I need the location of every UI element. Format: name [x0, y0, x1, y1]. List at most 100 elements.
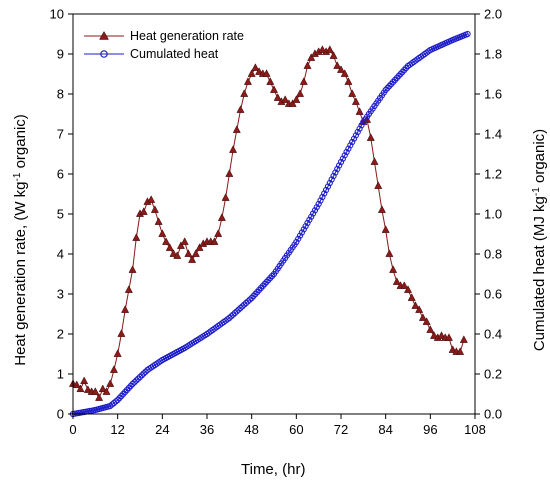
y-right-tick-label: 2.0 [484, 7, 502, 22]
cumulated-heat-point [242, 299, 250, 307]
legend-heat-rate-triangle-icon [99, 30, 109, 40]
cumulated-heat-point [108, 401, 116, 408]
heat-rate-point [381, 225, 390, 233]
heat-rate-point [147, 195, 156, 203]
cumulated-heat-point [140, 370, 147, 377]
heat-rate-point [247, 69, 256, 77]
cumulated-heat-point [384, 84, 391, 92]
y-left-tick-label: 4 [57, 247, 64, 262]
cumulated-heat-point [391, 76, 399, 84]
cumulated-heat-point [311, 207, 319, 214]
heat-rate-point [269, 85, 279, 93]
cumulated-heat-point [350, 135, 358, 142]
y-right-tick-label: 0.6 [484, 287, 502, 302]
cumulated-heat-point [330, 172, 337, 180]
heat-rate-point [191, 249, 200, 257]
heat-rate-point [251, 63, 260, 71]
cumulated-heat-point [129, 380, 136, 388]
cumulated-heat-point [263, 278, 270, 286]
heat-rate-point [117, 329, 126, 337]
cumulated-heat-point [386, 82, 393, 90]
heat-rate-point [91, 387, 100, 395]
heat-rate-point [102, 387, 111, 395]
cumulated-heat-point [334, 165, 341, 173]
heat-rate-point [281, 95, 290, 103]
heat-rate-point [76, 384, 85, 393]
cumulated-heat-point [358, 122, 365, 129]
cumulated-heat-point [261, 280, 268, 288]
cumulated-heat-point [293, 238, 300, 246]
x-tick-label: 36 [200, 422, 214, 437]
heat-rate-point [411, 301, 420, 309]
cumulated-heat-point [356, 125, 363, 132]
cumulated-heat-point [135, 375, 142, 382]
cumulated-heat-point [237, 304, 244, 312]
cumulated-heat-point [464, 30, 471, 38]
cumulated-heat-point [239, 303, 246, 310]
x-tick-label: 60 [289, 422, 303, 437]
cumulated-heat-point [302, 223, 309, 230]
cumulated-heat-point [345, 145, 352, 152]
cumulated-heat-point [390, 78, 397, 86]
x-tick-label: 48 [244, 422, 258, 437]
y-left-tick-label: 6 [57, 167, 64, 182]
cumulated-heat-point [295, 235, 302, 242]
heat-rate-point [128, 265, 137, 273]
heat-rate-point [303, 61, 312, 69]
cumulated-heat-point [267, 274, 274, 282]
cumulated-heat-point [265, 276, 272, 284]
heat-rate-point [389, 265, 398, 273]
heat-rate-point [336, 65, 346, 73]
heat-rate-point [184, 249, 193, 257]
y-left-tick-label: 8 [57, 87, 64, 102]
cumulated-heat-point [317, 197, 324, 204]
x-axis-title: Time, (hr) [241, 461, 305, 478]
heat-rate-point [292, 95, 301, 103]
x-tick-label: 108 [464, 422, 486, 437]
heat-rate-point [210, 237, 219, 245]
heat-rate-point [374, 181, 383, 189]
y-right-tick-label: 0.2 [484, 367, 502, 382]
cumulated-heat-point [246, 296, 253, 303]
x-tick-label: 84 [378, 422, 392, 437]
heat-rate-point [225, 169, 234, 177]
cumulated-heat-point [125, 384, 132, 392]
heat-rate-point [299, 77, 308, 85]
cumulated-heat-point [328, 176, 335, 183]
heat-rate-point [98, 384, 107, 393]
heat-rate-point [113, 349, 122, 357]
y-left-tick-label: 0 [57, 407, 64, 422]
heat-rate-point [444, 333, 453, 341]
cumulated-heat-point [304, 219, 311, 227]
cumulated-heat-point [229, 311, 237, 318]
heat-rate-point [236, 105, 245, 113]
heat-rate-point [344, 77, 353, 85]
cumulated-heat-point [324, 183, 332, 190]
cumulated-heat-point [142, 368, 149, 375]
heat-rate-point [385, 249, 394, 257]
heat-rate-point [400, 281, 409, 289]
cumulated-heat-point [382, 86, 389, 94]
cumulated-heat-point [116, 394, 123, 402]
cumulated-heat-point [226, 314, 233, 322]
heat-rate-point [415, 305, 424, 313]
cumulated-heat-point [138, 372, 145, 379]
cumulated-heat-point [228, 313, 235, 320]
cumulated-heat-point [110, 399, 118, 407]
cumulated-heat-point [395, 72, 402, 80]
heat-rate-point [124, 285, 133, 293]
heat-rate-point [459, 335, 468, 343]
heat-rate-point [121, 305, 130, 313]
heat-rate-point [392, 277, 401, 285]
heat-rate-point [150, 205, 159, 213]
cumulated-heat-point [388, 80, 395, 88]
heat-rate-point [95, 393, 104, 401]
cumulated-heat-point [393, 74, 400, 82]
cumulated-heat-point [233, 308, 240, 315]
cumulated-heat-point [241, 301, 248, 308]
x-tick-label: 72 [334, 422, 348, 437]
cumulated-heat-point [309, 210, 317, 217]
cumulated-heat-point [136, 373, 144, 381]
heat-rate-point [355, 107, 364, 115]
